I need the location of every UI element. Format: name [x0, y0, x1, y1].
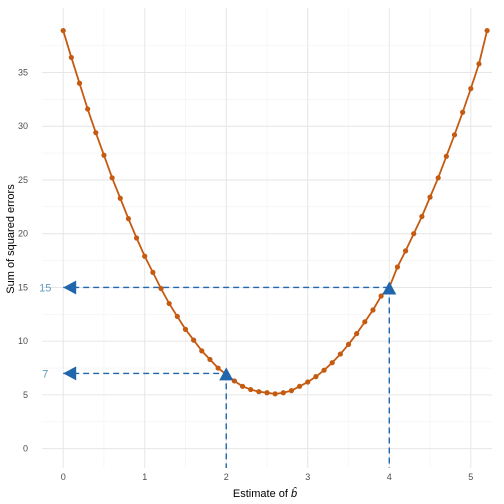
- sse-point: [125, 216, 132, 222]
- annotation-label: 7: [42, 368, 48, 380]
- sse-point: [337, 351, 343, 357]
- x-tick-label: 3: [305, 472, 310, 482]
- minor-grid: [42, 8, 492, 468]
- y-tick-label: 20: [18, 229, 28, 239]
- sse-point: [207, 356, 213, 363]
- sse-point: [231, 378, 237, 384]
- sse-curve: [60, 27, 490, 397]
- sse-point: [297, 383, 303, 389]
- x-tick-label: 2: [224, 472, 229, 482]
- sse-point: [85, 106, 91, 112]
- sse-point: [280, 390, 286, 396]
- sse-point: [362, 319, 368, 325]
- sse-point: [239, 383, 246, 389]
- sse-point: [394, 264, 401, 270]
- sse-point: [76, 80, 83, 86]
- sse-point: [264, 390, 270, 396]
- sse-point: [109, 175, 115, 181]
- sse-point: [484, 27, 490, 34]
- sse-point: [215, 365, 221, 371]
- annotation-label: 15: [39, 282, 51, 294]
- sse-point: [411, 231, 417, 237]
- sse-point: [370, 307, 376, 313]
- left-triangle-marker: [63, 366, 77, 381]
- sse-point: [256, 389, 262, 395]
- sse-point: [68, 54, 74, 61]
- sse-point: [133, 235, 140, 241]
- y-tick-label: 25: [18, 175, 28, 185]
- x-tick-label: 5: [468, 472, 473, 482]
- sse-point: [117, 195, 123, 201]
- sse-point: [345, 341, 352, 348]
- up-triangle-marker: [382, 281, 397, 295]
- sse-line: [62, 30, 488, 395]
- sse-point: [321, 367, 327, 373]
- x-tick-labels: 0 1 2 3 4 5: [61, 472, 474, 482]
- sse-point: [191, 337, 197, 343]
- sse-point: [288, 388, 295, 394]
- y-tick-labels: 0 5 10 15 20 25 30 35: [18, 67, 28, 453]
- annotation-markers: [63, 280, 397, 381]
- y-tick-label: 10: [18, 336, 28, 346]
- x-axis-title-text: Estimate of: [233, 488, 289, 500]
- left-triangle-marker: [63, 280, 77, 295]
- x-axis-title: Estimate of b̂: [233, 486, 297, 500]
- sse-point: [272, 391, 278, 397]
- major-grid: [42, 8, 492, 468]
- y-tick-label: 30: [18, 121, 28, 131]
- sse-point: [93, 130, 99, 136]
- sse-point: [402, 248, 409, 254]
- sse-point: [354, 331, 360, 337]
- sse-point: [150, 269, 156, 275]
- x-tick-label: 0: [61, 472, 66, 482]
- sse-point: [313, 374, 319, 380]
- sse-point: [427, 194, 433, 200]
- sse-point: [248, 386, 254, 393]
- sse-point: [142, 253, 148, 259]
- y-axis-title: Sum of squared errors: [5, 184, 17, 294]
- sse-point: [199, 348, 205, 354]
- sse-point: [419, 213, 425, 220]
- sse-point: [460, 109, 466, 115]
- annotation-guides: [63, 286, 390, 468]
- y-tick-label: 0: [23, 444, 28, 454]
- sse-point: [305, 379, 311, 385]
- sse-point: [468, 86, 474, 92]
- sse-point: [166, 300, 172, 307]
- y-tick-label: 5: [23, 390, 28, 400]
- sse-point: [101, 152, 107, 158]
- sse-point: [451, 132, 458, 138]
- y-tick-label: 15: [18, 282, 28, 292]
- sse-point: [443, 153, 449, 159]
- sse-point: [378, 293, 384, 299]
- annotation-labels: 15 7: [39, 282, 51, 380]
- sse-point: [329, 360, 335, 366]
- sse-point: [60, 27, 66, 34]
- y-tick-label: 35: [18, 67, 28, 77]
- x-tick-label: 4: [387, 472, 392, 482]
- sse-point: [174, 313, 180, 320]
- sse-point: [182, 326, 189, 332]
- x-tick-label: 1: [142, 472, 147, 482]
- x-axis-title-symbol: b̂: [291, 486, 297, 500]
- up-triangle-marker: [219, 367, 234, 381]
- sse-point: [476, 61, 482, 67]
- sse-point: [158, 285, 164, 292]
- sse-point: [435, 175, 441, 181]
